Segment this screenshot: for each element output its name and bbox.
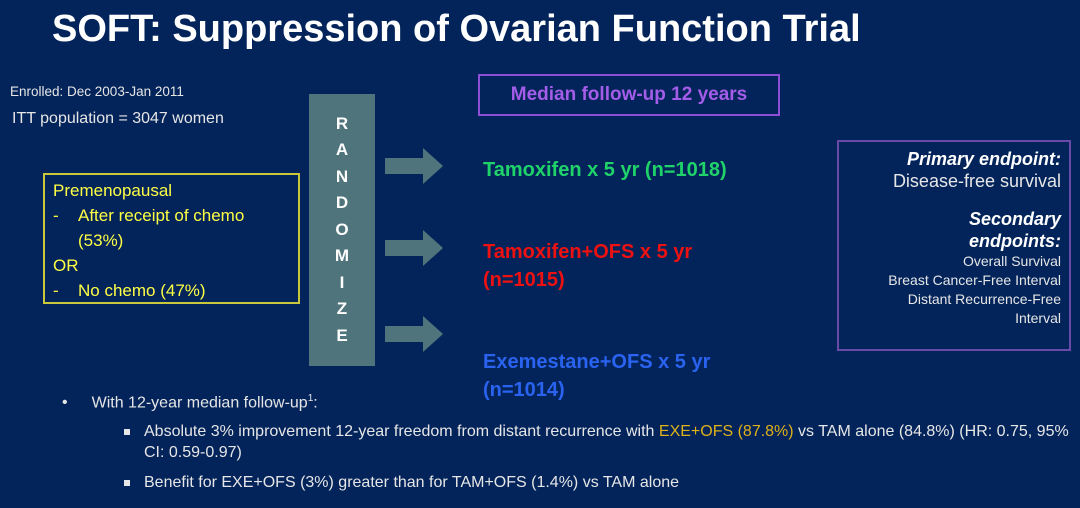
arrow-right-icon xyxy=(385,148,443,184)
bullet-text: Benefit for EXE+OFS (3%) greater than fo… xyxy=(144,474,680,491)
randomize-letter: E xyxy=(336,325,348,345)
randomize-letter: D xyxy=(335,193,349,213)
arm-label: Tamoxifen+OFS x 5 yr xyxy=(483,241,693,263)
square-bullet-icon xyxy=(124,429,130,435)
eligibility-item: No chemo (47%) xyxy=(78,281,206,300)
randomize-letter: A xyxy=(335,140,349,160)
bullet-text: With 12-year median follow-up xyxy=(91,394,308,412)
sub-bullet: Benefit for EXE+OFS (3%) greater than fo… xyxy=(124,472,1080,493)
eligibility-heading: Premenopausal xyxy=(53,181,173,200)
endpoints-box: Primary endpoint: Disease-free survival … xyxy=(837,140,1071,351)
bullet-dot: • xyxy=(62,394,68,412)
randomize-letter: I xyxy=(339,272,345,292)
secondary-endpoint: Interval xyxy=(1015,310,1061,326)
bullet-text: vs TAM alone (84.8%) (HR: 0.75, 95% CI: … xyxy=(144,423,1069,461)
arm-tamoxifen-ofs: Tamoxifen+OFS x 5 yr (n=1015) xyxy=(483,238,692,294)
eligibility-or: OR xyxy=(53,256,79,275)
arm-n: (n=1015) xyxy=(483,269,565,291)
randomize-letter: O xyxy=(335,219,349,239)
primary-endpoint-heading: Primary endpoint: xyxy=(906,149,1061,169)
arm-exemestane-ofs: Exemestane+OFS x 5 yr (n=1014) xyxy=(483,348,710,404)
footnote-ref: 1 xyxy=(307,393,314,404)
bullet-text: Absolute 3% improvement 12-year freedom … xyxy=(144,423,659,440)
bullet-main: • With 12-year median follow-up1: xyxy=(62,388,318,413)
dash: - xyxy=(53,206,59,225)
randomize-letter: N xyxy=(335,166,349,186)
randomize-bar: R A N D O M I Z E xyxy=(309,94,375,366)
enrollment-period: Enrolled: Dec 2003-Jan 2011 xyxy=(10,84,184,99)
slide-title: SOFT: Suppression of Ovarian Function Tr… xyxy=(52,8,861,50)
randomize-letter: Z xyxy=(336,299,348,319)
bullet-colon: : xyxy=(313,394,318,412)
eligibility-box: Premenopausal - After receipt of chemo (5… xyxy=(43,173,300,304)
randomize-letter: M xyxy=(334,246,350,266)
primary-endpoint: Disease-free survival xyxy=(892,171,1061,191)
secondary-endpoint: Overall Survival xyxy=(962,253,1061,269)
arm-n: (n=1014) xyxy=(483,379,565,401)
itt-population: ITT population = 3047 women xyxy=(12,110,224,127)
secondary-endpoints-heading: endpoints: xyxy=(969,231,1061,251)
secondary-endpoint: Breast Cancer-Free Interval xyxy=(888,272,1061,288)
highlight-text: EXE+OFS (87.8%) xyxy=(658,423,794,440)
square-bullet-icon xyxy=(124,480,130,486)
arm-label: Exemestane+OFS x 5 yr xyxy=(483,351,711,373)
sub-bullet: Absolute 3% improvement 12-year freedom … xyxy=(124,421,1080,463)
median-follow-up-box: Median follow-up 12 years xyxy=(478,74,780,116)
arrow-right-icon xyxy=(385,230,443,266)
secondary-endpoints-heading: Secondary xyxy=(968,209,1061,229)
dash: - xyxy=(53,281,59,300)
secondary-endpoint: Distant Recurrence-Free xyxy=(907,291,1061,307)
randomize-letter: R xyxy=(335,113,349,133)
eligibility-item: After receipt of chemo (53%) xyxy=(78,206,245,250)
arm-tamoxifen: Tamoxifen x 5 yr (n=1018) xyxy=(483,159,727,181)
arrow-right-icon xyxy=(385,316,443,352)
